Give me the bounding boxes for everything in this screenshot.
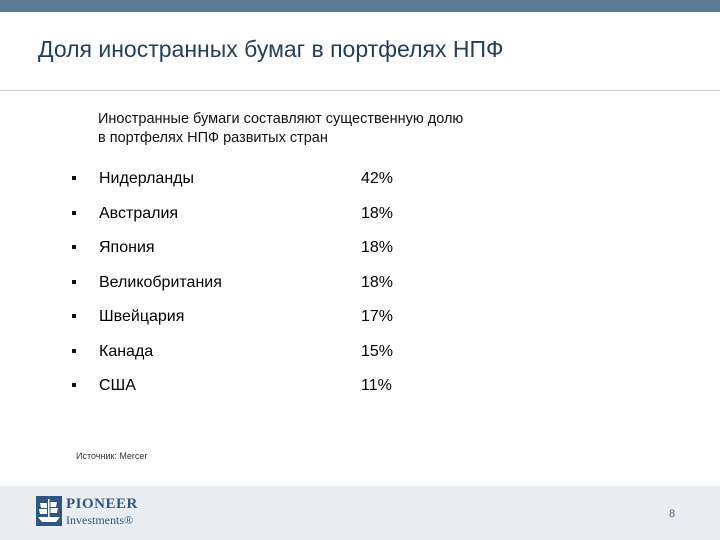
list-item: США 11% xyxy=(66,376,426,411)
share-value: 18% xyxy=(361,204,394,222)
list-item: Великобритания 18% xyxy=(66,273,426,308)
list-item: Швейцария 17% xyxy=(66,307,426,342)
bullet-icon xyxy=(72,176,76,180)
top-accent-bar xyxy=(0,0,720,12)
title-divider xyxy=(0,90,720,91)
list-item: Австралия 18% xyxy=(66,204,426,239)
share-value: 17% xyxy=(361,308,394,325)
source-note: Источник: Mercer xyxy=(76,451,148,461)
subtitle-line-1: Иностранные бумаги составляют существенн… xyxy=(98,111,464,127)
bullet-icon xyxy=(72,245,76,249)
country-share-list: Нидерланды 42% Австралия 18% Япония 18% … xyxy=(66,169,426,411)
share-value: 11% xyxy=(361,377,392,394)
subtitle-line-2: в портфелях НПФ развитых стран xyxy=(98,130,328,146)
slide-subtitle: Иностранные бумаги составляют существенн… xyxy=(98,110,568,148)
page-number: 8 xyxy=(669,508,676,520)
list-item: Нидерланды 42% xyxy=(66,169,426,204)
footer-bar xyxy=(0,486,720,540)
logo-wordmark: PIONEER xyxy=(66,496,138,512)
bullet-icon xyxy=(72,348,76,353)
bullet-icon xyxy=(72,383,76,387)
country-name: Австралия xyxy=(99,204,179,222)
ship-icon xyxy=(36,496,62,526)
country-name: Япония xyxy=(99,239,155,256)
logo-tagline: Investments® xyxy=(66,513,134,527)
list-item: Япония 18% xyxy=(66,238,426,273)
country-name: Великобритания xyxy=(99,273,222,291)
country-name: Швейцария xyxy=(99,308,185,325)
share-value: 42% xyxy=(361,170,394,187)
bullet-icon xyxy=(72,279,76,284)
country-name: Нидерланды xyxy=(99,170,194,187)
pioneer-logo: PIONEER Investments® xyxy=(36,494,176,532)
country-name: США xyxy=(99,377,136,394)
share-value: 18% xyxy=(361,239,394,256)
share-value: 18% xyxy=(361,273,394,291)
bullet-icon xyxy=(72,210,76,215)
slide-title: Доля иностранных бумаг в портфелях НПФ xyxy=(38,36,504,62)
bullet-icon xyxy=(72,314,76,318)
share-value: 15% xyxy=(361,342,394,360)
country-name: Канада xyxy=(99,342,154,360)
list-item: Канада 15% xyxy=(66,342,426,377)
